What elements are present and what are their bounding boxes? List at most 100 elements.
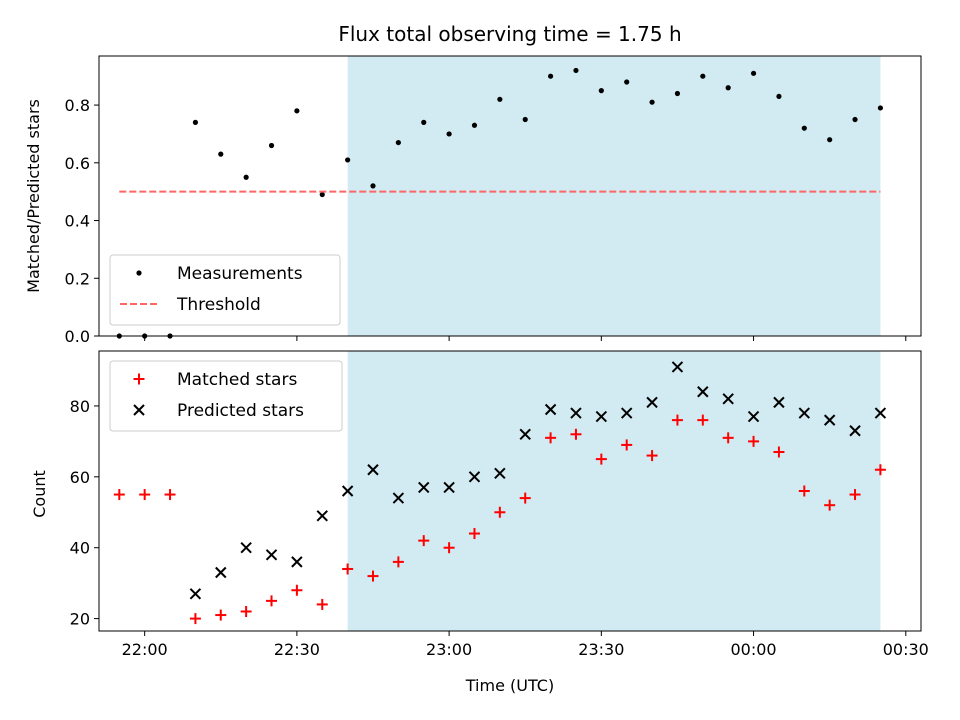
matched-stars-point: [367, 570, 379, 582]
legend-swatch-matched-stars: [133, 373, 145, 385]
predicted-stars-point: [519, 428, 531, 440]
predicted-stars-point: [189, 588, 202, 600]
predicted-stars-point: [773, 396, 785, 409]
legend-box: [109, 254, 341, 326]
matched-stars-point: [646, 450, 658, 462]
matched-stars-point: [342, 563, 354, 575]
matched-stars-point: [798, 485, 810, 497]
matched-stars-point: [113, 489, 125, 501]
measurements-point: [395, 139, 401, 146]
matched-stars-point: [570, 428, 582, 440]
y-tick-label: 80: [70, 397, 90, 416]
y-tick-label: 0.0: [65, 327, 90, 346]
y-tick-label: 40: [70, 539, 90, 558]
predicted-stars-point: [265, 549, 278, 561]
predicted-stars-point: [494, 467, 506, 479]
x-axis-label: Time (UTC): [465, 676, 554, 695]
measurements-point: [598, 88, 604, 94]
x-tick-label: 23:00: [426, 640, 472, 659]
legend-box: [109, 360, 343, 432]
measurements-point: [370, 183, 376, 189]
predicted-stars-point: [418, 481, 430, 494]
matched-stars-point: [621, 439, 633, 451]
predicted-stars-point: [697, 386, 709, 398]
measurements-point: [877, 105, 884, 111]
count-panel: 22:00 22:30 23:00 23:30 00:00 00:30 20 40 60 80 C…: [30, 350, 929, 695]
observing-window-shade: [347, 56, 881, 336]
predicted-stars-point: [722, 393, 734, 405]
measurements-point: [218, 151, 224, 157]
predicted-stars-point: [798, 407, 811, 419]
matched-stars-point: [824, 499, 836, 511]
measurements-point: [268, 142, 275, 149]
predicted-stars-point: [671, 361, 684, 373]
predicted-stars-point: [215, 566, 227, 579]
x-tick-label: 22:00: [122, 640, 168, 659]
predicted-stars-point: [468, 471, 481, 483]
matched-stars-point: [595, 453, 607, 465]
matched-stars-point: [139, 489, 151, 501]
measurements-point: [776, 93, 782, 100]
matched-stars-point: [722, 432, 734, 444]
y-tick-label: 0.6: [65, 154, 90, 173]
measurements-point: [700, 73, 706, 79]
predicted-stars-point: [316, 510, 328, 522]
matched-stars-point: [773, 446, 785, 458]
x-tick-label: 23:30: [578, 640, 624, 659]
measurements-point: [674, 90, 681, 97]
legend-label-predicted-stars: Predicted stars: [177, 401, 304, 421]
matched-stars-point: [443, 542, 455, 554]
ratio-axes: 0.0 0.2 0.4 0.6 0.8: [65, 96, 907, 346]
predicted-stars-point: [747, 410, 760, 423]
matched-stars-point: [545, 432, 557, 444]
matched-stars-point: [316, 598, 328, 610]
measurements-point: [573, 67, 579, 74]
matched-stars-point: [748, 435, 760, 447]
measurements-point: [243, 174, 249, 180]
predicted-stars-point: [874, 407, 887, 419]
measurements-point: [624, 79, 630, 85]
x-tick-label: 00:30: [883, 640, 929, 659]
count-axes: 22:00 22:30 23:00 23:30 00:00 00:30 20 40 60 80: [70, 397, 929, 659]
measurements-point: [421, 119, 427, 125]
legend-swatch-measurements: [136, 270, 142, 276]
predicted-stars-point: [849, 425, 861, 437]
predicted-stars-point: [595, 410, 608, 423]
matched-stars-point: [697, 414, 709, 426]
y-tick-label: 0.2: [65, 269, 90, 288]
predicted-stars-point: [443, 481, 455, 494]
matched-stars-point: [164, 489, 176, 501]
y-tick-label: 20: [70, 610, 90, 629]
predicted-stars-point: [291, 556, 303, 568]
matched-stars-point: [494, 506, 506, 518]
measurements-point: [497, 96, 503, 102]
matched-stars-point: [392, 556, 404, 568]
ratio-legend: Measurements Threshold: [109, 254, 341, 326]
measurements-point: [471, 122, 478, 128]
observing-window-shade-count: [347, 351, 881, 631]
measurements-point: [750, 70, 757, 76]
ratio-marks: [116, 67, 884, 339]
matched-stars-point: [266, 595, 278, 607]
chart-title: Flux total observing time = 1.75 h: [338, 22, 681, 46]
measurements-point: [192, 119, 199, 125]
predicted-stars-point: [620, 407, 633, 419]
legend-label-matched-stars: Matched stars: [177, 370, 297, 390]
y-tick-label: 0.8: [65, 96, 90, 115]
ratio-panel: 0.0 0.2 0.4 0.6 0.8 Flux total observing tim…: [24, 22, 922, 346]
predicted-stars-point: [570, 407, 582, 419]
measurements-point: [522, 116, 528, 123]
count-panel-frame: [98, 350, 922, 632]
measurements-point: [852, 116, 858, 123]
measurements-point: [801, 125, 807, 131]
predicted-stars-point: [392, 492, 405, 504]
count-legend: Matched stars Predicted stars: [109, 360, 343, 432]
predicted-stars-point: [823, 414, 836, 426]
legend-label-threshold: Threshold: [176, 295, 261, 315]
legend-label-measurements: Measurements: [177, 264, 303, 284]
legend-swatch-predicted-stars: [133, 404, 145, 416]
predicted-stars-point: [341, 485, 354, 497]
matched-stars-point: [189, 613, 201, 625]
measurements-point: [345, 157, 351, 163]
